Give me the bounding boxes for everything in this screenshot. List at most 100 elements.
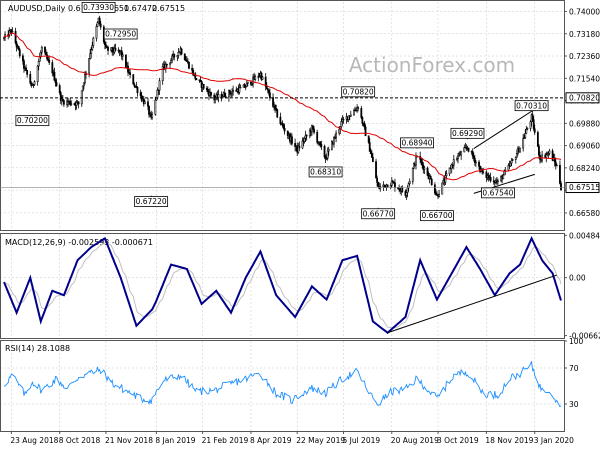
candle-body: [161, 66, 164, 82]
candle-body: [91, 45, 94, 50]
candle-body: [333, 137, 335, 145]
candle-body: [178, 51, 181, 54]
candle-body: [95, 26, 98, 39]
date-tick-label: 23 Aug 2018: [10, 436, 58, 445]
candle-body: [129, 72, 132, 75]
candle-body: [8, 30, 11, 37]
candle-body: [36, 65, 39, 83]
annotation-label: 0.66770: [363, 209, 394, 218]
candle-body: [489, 177, 492, 182]
candle-body: [367, 135, 370, 143]
candle-body: [405, 192, 408, 196]
candle-body: [548, 150, 551, 154]
candle-body: [154, 99, 157, 115]
candle-body: [180, 48, 183, 55]
candle-body: [139, 92, 142, 97]
candle-body: [217, 94, 220, 98]
candle-body: [456, 158, 458, 160]
candle-body: [482, 171, 485, 173]
candle-body: [142, 98, 145, 105]
candle-body: [267, 89, 270, 94]
candle-body: [48, 59, 51, 63]
date-tick-label: 3 Jan 2020: [534, 436, 574, 445]
candle-body: [25, 67, 27, 71]
candle-body: [229, 90, 231, 94]
candle-body: [355, 109, 357, 112]
candle-body: [53, 72, 56, 81]
candle-body: [246, 81, 249, 84]
candle-body: [183, 53, 186, 61]
candle-body: [251, 82, 253, 85]
candle-body: [502, 174, 505, 180]
candle-body: [30, 82, 33, 86]
price-annotation: 0.68940: [400, 137, 434, 149]
candle-body: [389, 185, 392, 188]
macd-axis: 0.004847 0.00 -0.006624: [564, 231, 600, 341]
candle-body: [376, 177, 378, 183]
candle-body: [58, 85, 61, 93]
candle-body: [304, 134, 307, 139]
candle-body: [260, 72, 263, 80]
candle-body: [32, 84, 35, 86]
rsi-tick-label: 100: [569, 337, 584, 346]
candle-body: [156, 89, 159, 99]
price-tick-label: 0.66580: [569, 209, 600, 218]
candle-body: [224, 96, 227, 98]
candle-body: [291, 136, 293, 144]
date-tick-label: 5 Jul 2019: [342, 436, 380, 445]
candle-body: [121, 54, 124, 57]
date-tick-label: 20 Aug 2019: [391, 436, 439, 445]
candle-body: [148, 105, 150, 115]
candle-body: [426, 167, 429, 176]
candle-body: [510, 159, 513, 164]
candle-body: [202, 84, 205, 89]
annotation-label: 0.70200: [17, 116, 48, 125]
candle-body: [305, 134, 308, 137]
candle-body: [401, 187, 404, 192]
candle-body: [185, 60, 188, 62]
candle-body: [435, 192, 437, 195]
candle-body: [371, 156, 374, 162]
candle-body: [136, 87, 139, 94]
candle-body: [450, 164, 453, 170]
candle-body: [210, 92, 212, 96]
candle-body: [244, 86, 247, 88]
candle-body: [436, 194, 438, 196]
candle-body: [357, 107, 360, 109]
candle-body: [272, 97, 274, 107]
candle-body: [133, 83, 136, 87]
annotation-box: [420, 210, 454, 222]
annotation-box: [103, 28, 138, 40]
candle-body: [29, 74, 32, 84]
candle-body: [327, 149, 330, 152]
price-annotation: 0.66700: [420, 209, 454, 222]
candle-body: [191, 68, 194, 71]
candle-body: [105, 44, 107, 48]
candle-body: [467, 147, 470, 152]
candle-body: [319, 141, 322, 145]
resistance-price-label: 0.70820: [565, 92, 600, 104]
annotation-label: 0.70310: [516, 101, 547, 110]
annotation-label: 0.67540: [482, 188, 513, 197]
candle-body: [176, 55, 179, 58]
candle-body: [533, 128, 536, 133]
candle-body: [473, 157, 476, 163]
candle-body: [151, 113, 154, 118]
candle-body: [326, 150, 329, 159]
macd-main-line: [3, 235, 562, 335]
candle-body: [98, 17, 101, 25]
candle-body: [90, 49, 93, 54]
annotation-label: 0.73930: [83, 3, 114, 12]
candle-body: [15, 42, 18, 48]
annotation-box: [341, 86, 376, 98]
candle-body: [77, 101, 80, 105]
candle-body: [279, 116, 282, 124]
candle-body: [312, 125, 314, 130]
candle-body: [298, 145, 301, 149]
date-tick-label: 21 Nov 2018: [105, 436, 153, 445]
candle-body: [213, 94, 216, 100]
annotation-label: 0.68940: [402, 138, 433, 147]
candle-body: [441, 182, 444, 195]
candle-body: [276, 109, 279, 118]
